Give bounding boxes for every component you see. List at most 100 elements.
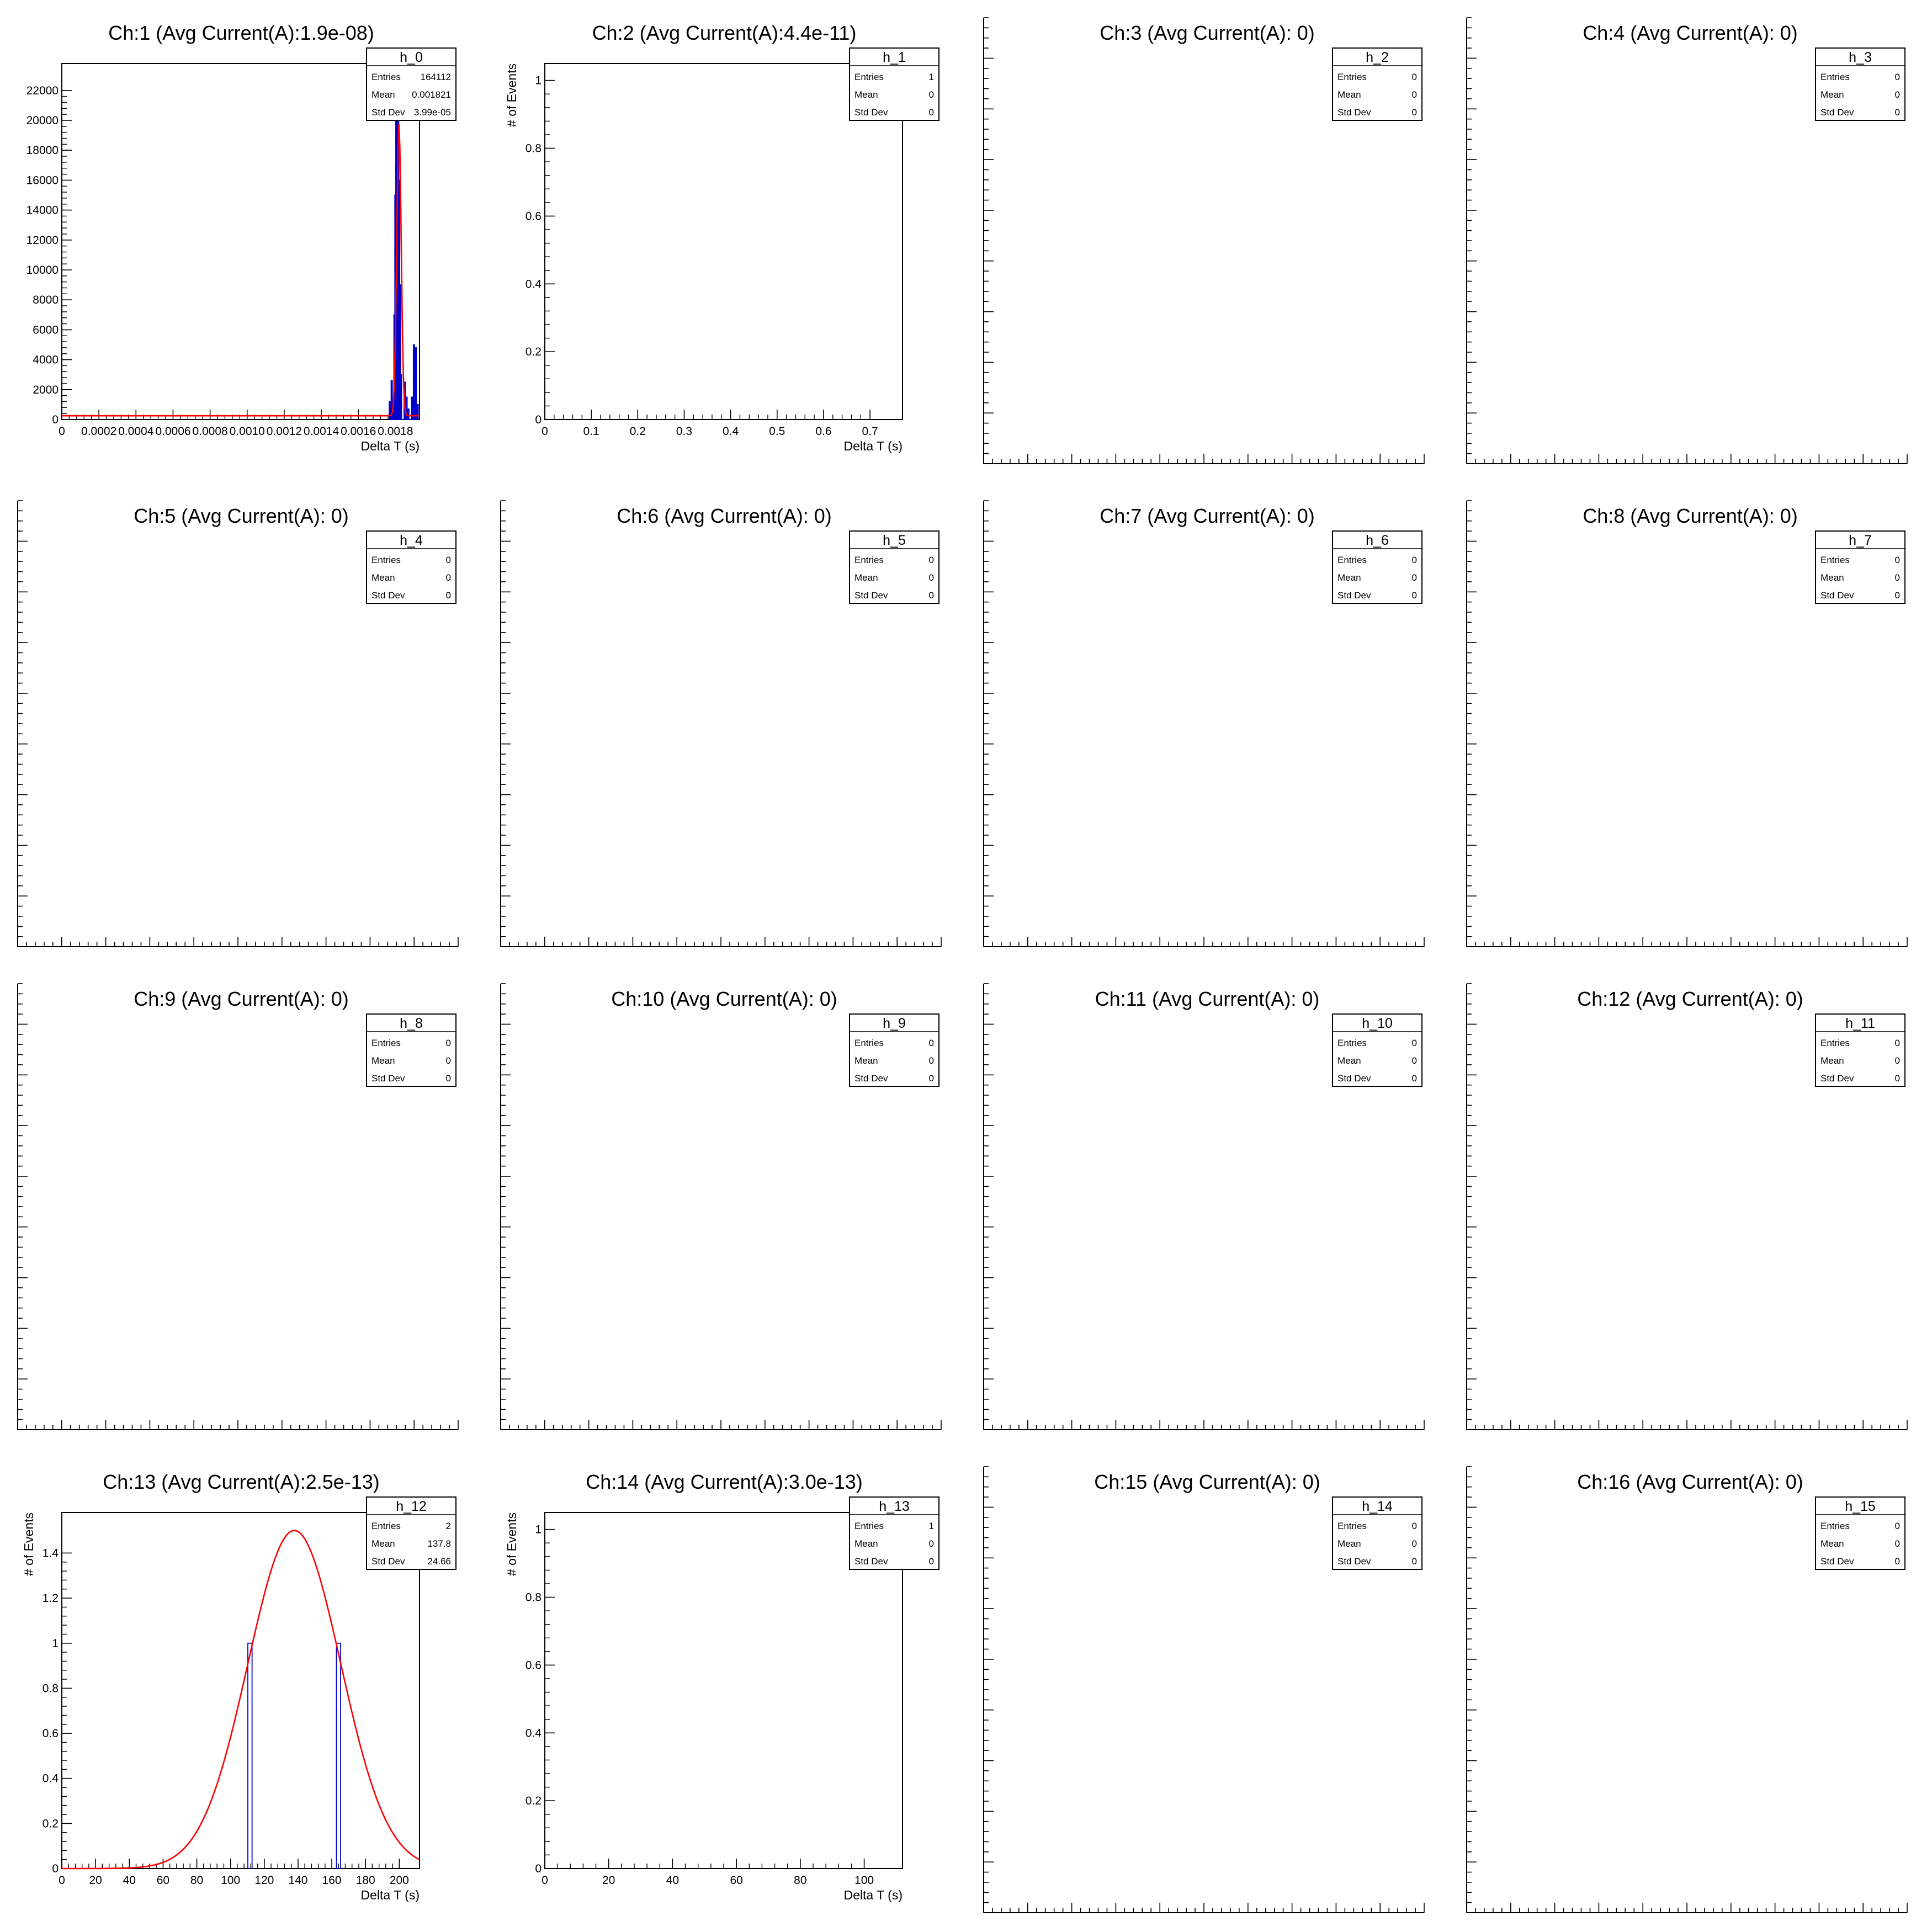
stats-value-mean: 0 — [929, 89, 934, 100]
x-tick-label: 0 — [542, 1874, 548, 1887]
x-tick-label: 120 — [254, 1874, 274, 1887]
x-tick-label: 0 — [542, 425, 548, 438]
plot-frame — [544, 63, 903, 420]
stats-value-stddev: 3.99e-05 — [414, 107, 451, 118]
chart-panel-10: Ch:10 (Avg Current(A): 0) h_9 Entries 0 Mean… — [500, 983, 942, 1430]
y-tick-label: 12000 — [26, 234, 59, 247]
y-tick-label: 0.2 — [526, 346, 542, 358]
stats-value-mean: 0 — [1412, 572, 1417, 583]
chart-panel-3: Ch:3 (Avg Current(A): 0) h_2 Entries 0 Mean 0… — [983, 17, 1425, 464]
stats-label-mean: Mean — [1820, 572, 1844, 583]
fit-curve — [62, 1530, 420, 1870]
x-tick-label: 20 — [602, 1874, 615, 1887]
stats-hist-name: h_5 — [883, 533, 906, 548]
x-tick-label: 100 — [854, 1874, 874, 1887]
x-tick-label: 0.0016 — [341, 425, 376, 438]
x-tick-label: 40 — [666, 1874, 679, 1887]
y-tick-label: 1 — [52, 1637, 59, 1650]
stats-hist-name: h_15 — [1845, 1499, 1876, 1514]
chart-title: Ch:8 (Avg Current(A): 0) — [1583, 505, 1797, 527]
histogram-bar — [415, 347, 417, 420]
y-tick-label: 0.2 — [526, 1795, 542, 1807]
stats-label-entries: Entries — [1337, 72, 1367, 82]
stats-hist-name: h_8 — [400, 1016, 423, 1031]
chart-title: Ch:6 (Avg Current(A): 0) — [617, 505, 831, 527]
y-tick-label: 0 — [535, 1862, 542, 1875]
chart-panel-9: Ch:9 (Avg Current(A): 0) h_8 Entries 0 Mean 0… — [17, 983, 459, 1430]
stats-label-entries: Entries — [371, 1521, 401, 1531]
stats-hist-name: h_1 — [883, 50, 906, 65]
stats-label-mean: Mean — [371, 572, 395, 583]
histogram-bar — [400, 374, 402, 420]
chart-panel-12: Ch:12 (Avg Current(A): 0) h_11 Entries 0 Mea… — [1466, 983, 1908, 1430]
x-axis-label: Delta T (s) — [843, 439, 903, 453]
chart-title: Ch:3 (Avg Current(A): 0) — [1100, 22, 1314, 44]
stats-label-mean: Mean — [854, 1055, 878, 1066]
y-tick-label: 0.4 — [43, 1772, 59, 1785]
x-tick-label: 60 — [730, 1874, 742, 1887]
x-tick-label: 0.7 — [862, 425, 878, 438]
stats-label-stddev: Std Dev — [1337, 107, 1371, 118]
stats-value-entries: 0 — [929, 555, 934, 565]
stats-box: h_11 Entries 0 Mean 0 Std Dev 0 — [1815, 1013, 1906, 1087]
chart-title: Ch:2 (Avg Current(A):4.4e-11) — [592, 22, 857, 44]
stats-value-mean: 0 — [1412, 1538, 1417, 1549]
stats-value-entries: 1 — [929, 1521, 934, 1531]
stats-value-stddev: 0 — [446, 590, 451, 601]
y-tick-label: 0.6 — [43, 1727, 59, 1740]
stats-value-mean: 137.8 — [427, 1538, 451, 1549]
chart-title: Ch:10 (Avg Current(A): 0) — [611, 988, 837, 1010]
chart-title: Ch:4 (Avg Current(A): 0) — [1583, 22, 1797, 44]
stats-box: h_12 Entries 2 Mean 137.8 Std Dev 24.66 — [366, 1496, 457, 1570]
x-tick-label: 0.3 — [676, 425, 692, 438]
stats-label-stddev: Std Dev — [371, 590, 405, 601]
y-tick-label: 0 — [535, 413, 542, 426]
chart-panel-14: Ch:14 (Avg Current(A):3.0e-13) 0 0.2 0.4 0.6… — [505, 1471, 940, 1902]
x-tick-label: 140 — [288, 1874, 307, 1887]
y-tick-label: 22000 — [26, 84, 59, 97]
stats-label-stddev: Std Dev — [854, 590, 888, 601]
stats-box-frame — [849, 1013, 940, 1087]
stats-value-stddev: 0 — [1895, 107, 1900, 118]
stats-box: h_9 Entries 0 Mean 0 Std Dev 0 — [849, 1013, 940, 1087]
stats-value-mean: 0 — [446, 1055, 451, 1066]
y-tick-label: 0 — [52, 413, 59, 426]
stats-value-entries: 0 — [1895, 1038, 1900, 1048]
stats-hist-name: h_0 — [400, 50, 423, 65]
stats-value-entries: 0 — [446, 555, 451, 565]
stats-box: h_3 Entries 0 Mean 0 Std Dev 0 — [1815, 47, 1906, 121]
stats-box: h_2 Entries 0 Mean 0 Std Dev 0 — [1332, 47, 1423, 121]
chart-title: Ch:5 (Avg Current(A): 0) — [134, 505, 348, 527]
stats-label-mean: Mean — [854, 1538, 878, 1549]
x-tick-label: 0.0014 — [304, 425, 339, 438]
x-tick-label: 0.6 — [815, 425, 831, 438]
y-tick-label: 10000 — [26, 264, 59, 277]
stats-hist-name: h_7 — [1849, 533, 1872, 548]
stats-label-mean: Mean — [1820, 1538, 1844, 1549]
plot-frame — [544, 1512, 903, 1869]
stats-value-stddev: 0 — [1895, 1073, 1900, 1084]
stats-value-entries: 0 — [1895, 72, 1900, 82]
plot-frame — [61, 63, 420, 420]
stats-hist-name: h_9 — [883, 1016, 906, 1031]
stats-value-stddev: 0 — [1412, 1556, 1417, 1567]
histogram-bar — [407, 408, 410, 420]
y-tick-label: 14000 — [26, 204, 59, 217]
stats-label-mean: Mean — [1337, 89, 1361, 100]
histogram-bar — [412, 344, 415, 420]
x-tick-label: 180 — [356, 1874, 375, 1887]
stats-hist-name: h_2 — [1366, 50, 1389, 65]
x-tick-label: 0.0018 — [378, 425, 413, 438]
stats-value-stddev: 0 — [1412, 107, 1417, 118]
stats-hist-name: h_11 — [1845, 1016, 1875, 1031]
stats-label-stddev: Std Dev — [854, 107, 888, 118]
stats-value-entries: 0 — [1412, 72, 1417, 82]
stats-value-mean: 0 — [1412, 89, 1417, 100]
stats-box: h_0 Entries 164112 Mean 0.001821 Std Dev 3.99e… — [366, 47, 457, 121]
stats-label-entries: Entries — [371, 1038, 401, 1048]
stats-value-entries: 2 — [446, 1521, 451, 1531]
histogram-bar — [416, 404, 419, 420]
stats-box-frame — [1332, 1496, 1423, 1570]
x-axis-label: Delta T (s) — [360, 439, 420, 453]
stats-label-entries: Entries — [1337, 1038, 1367, 1048]
